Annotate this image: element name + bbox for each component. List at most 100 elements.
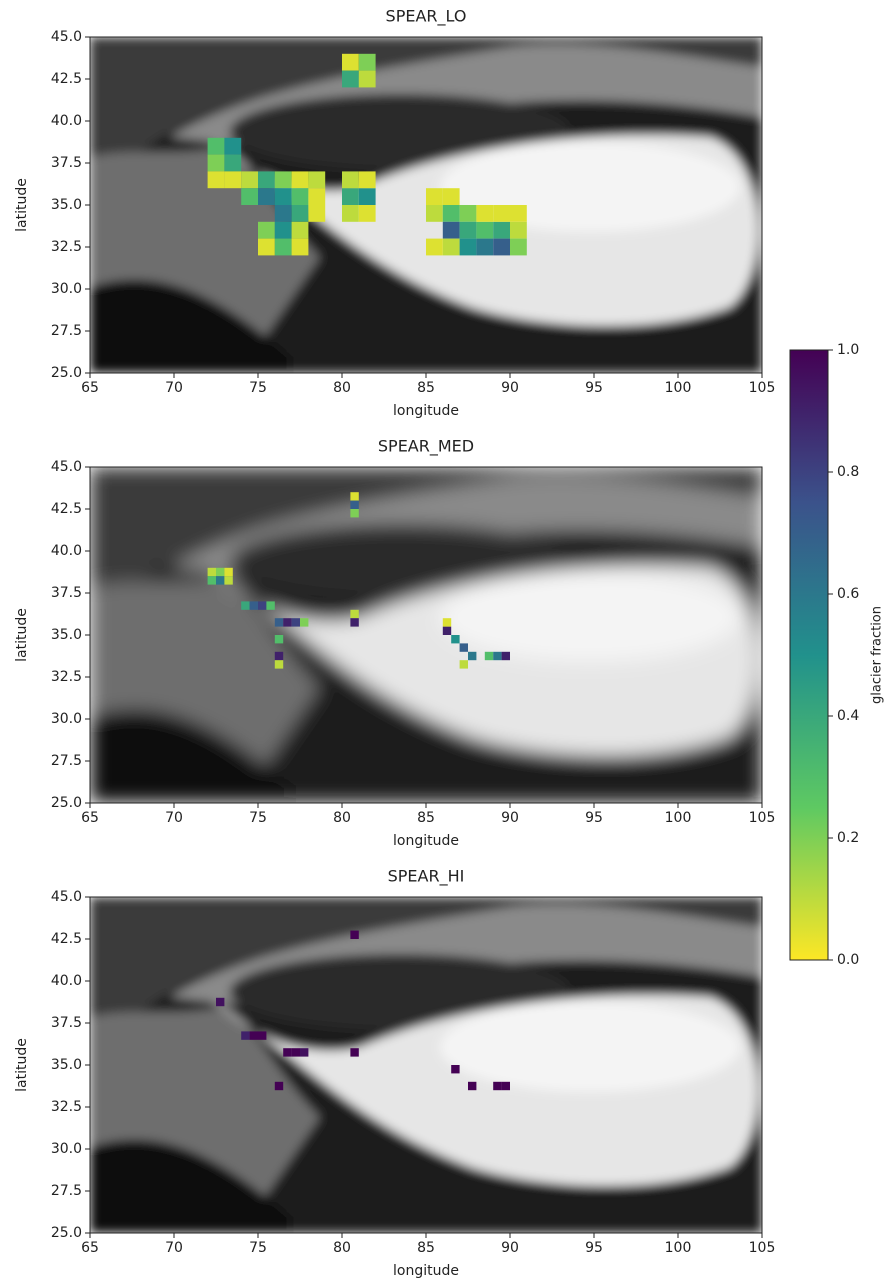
y-tick-label: 27.5 (51, 1183, 82, 1199)
x-tick-label: 85 (417, 380, 435, 396)
y-tick-label: 40.0 (51, 543, 82, 559)
colorbar-tick-label: 0.0 (837, 952, 859, 968)
glacier-cell (207, 567, 216, 577)
y-tick-label: 25.0 (51, 365, 82, 381)
glacier-cell (510, 221, 527, 239)
colorbar-tick-label: 0.8 (837, 464, 859, 480)
y-tick-label: 25.0 (51, 1225, 82, 1241)
panel-title: SPEAR_MED (378, 437, 474, 457)
x-tick-label: 105 (749, 810, 776, 826)
glacier-cell (510, 238, 527, 256)
y-tick-label: 35.0 (51, 627, 82, 643)
y-tick-label: 27.5 (51, 323, 82, 339)
glacier-cell (442, 238, 460, 256)
x-tick-label: 70 (165, 380, 183, 396)
glacier-cell (442, 626, 452, 635)
map (90, 467, 762, 803)
glacier-cell (283, 1048, 292, 1057)
x-tick-label: 105 (749, 380, 776, 396)
glacier-cell (308, 188, 326, 205)
panel: SPEAR_HI 65 70 75 80 85 90 95 100 105 25.0 27.5 30.0… (14, 867, 775, 1280)
glacier-cell (358, 53, 376, 71)
glacier-cell (249, 601, 258, 610)
glacier-cell (249, 1031, 258, 1040)
colorbar-label: glacier fraction (870, 606, 885, 704)
glacier-cell (216, 576, 225, 585)
y-tick-label: 42.5 (51, 931, 82, 947)
x-axis-label: longitude (393, 833, 459, 849)
glacier-cell (426, 205, 443, 222)
glacier-cell (350, 930, 359, 939)
x-tick-label: 85 (417, 810, 435, 826)
glacier-cell (501, 651, 510, 661)
x-tick-label: 90 (501, 1240, 519, 1256)
glacier-cell (350, 609, 359, 619)
glacier-cell (274, 238, 292, 256)
glacier-cell (207, 576, 216, 585)
glacier-cell (274, 188, 292, 205)
x-tick-label: 95 (585, 810, 603, 826)
glacier-cell (459, 643, 468, 652)
y-tick-label: 35.0 (51, 197, 82, 213)
glacier-cell (274, 205, 292, 222)
glacier-cell (476, 238, 494, 256)
glacier-cell (258, 238, 275, 256)
terrain (90, 467, 762, 803)
glacier-cell (350, 500, 359, 509)
glacier-cell (426, 188, 443, 205)
glacier-cell (501, 1081, 510, 1091)
x-tick-label: 75 (249, 380, 267, 396)
glacier-cell (442, 618, 452, 627)
glacier-cell (358, 171, 376, 189)
y-tick-label: 32.5 (51, 1099, 82, 1115)
panel-title: SPEAR_LO (386, 7, 467, 27)
glacier-cell (291, 205, 309, 222)
glacier-cell (484, 651, 494, 661)
glacier-cell (451, 1065, 460, 1074)
y-tick-label: 32.5 (51, 669, 82, 685)
glacier-cell (442, 221, 460, 239)
glacier-cell (459, 238, 477, 256)
glacier-cell (468, 651, 477, 661)
y-tick-label: 37.5 (51, 1015, 82, 1031)
glacier-cell (274, 618, 284, 627)
y-tick-label: 40.0 (51, 113, 82, 129)
glacier-cell (493, 205, 510, 222)
y-tick-label: 42.5 (51, 71, 82, 87)
glacier-cell (426, 238, 443, 256)
glacier-cell (291, 221, 309, 239)
x-tick-label: 95 (585, 380, 603, 396)
glacier-cell (358, 70, 376, 88)
colorbar-gradient (789, 349, 829, 961)
x-tick-label: 75 (249, 1240, 267, 1256)
glacier-cell (350, 492, 359, 501)
glacier-cell (442, 205, 460, 222)
glacier-cell (358, 205, 376, 222)
glacier-cell (342, 205, 359, 222)
glacier-cell (493, 238, 510, 256)
glacier-cell (308, 171, 326, 189)
glacier-cell (459, 660, 468, 669)
glacier-cell (241, 1031, 250, 1040)
glacier-cell (468, 1081, 477, 1091)
glacier-cell (274, 660, 284, 669)
colorbar: 0.0 0.2 0.4 0.6 0.8 1.0 glacier fraction (789, 342, 885, 968)
glacier-cell (207, 171, 225, 189)
glacier-cell (266, 601, 275, 610)
colorbar-tick-label: 0.6 (837, 586, 859, 602)
glacier-cell (291, 238, 309, 256)
glacier-cell (274, 635, 284, 644)
panel-title: SPEAR_HI (388, 867, 465, 887)
x-tick-label: 70 (165, 1240, 183, 1256)
glacier-cell (300, 1048, 309, 1057)
glacier-cell (300, 618, 309, 627)
glacier-cell (291, 618, 300, 627)
y-tick-label: 30.0 (51, 281, 82, 297)
map (90, 897, 762, 1233)
glacier-cell (350, 1048, 359, 1057)
glacier-cell (224, 567, 233, 577)
y-tick-label: 25.0 (51, 795, 82, 811)
glacier-cell (258, 221, 275, 239)
